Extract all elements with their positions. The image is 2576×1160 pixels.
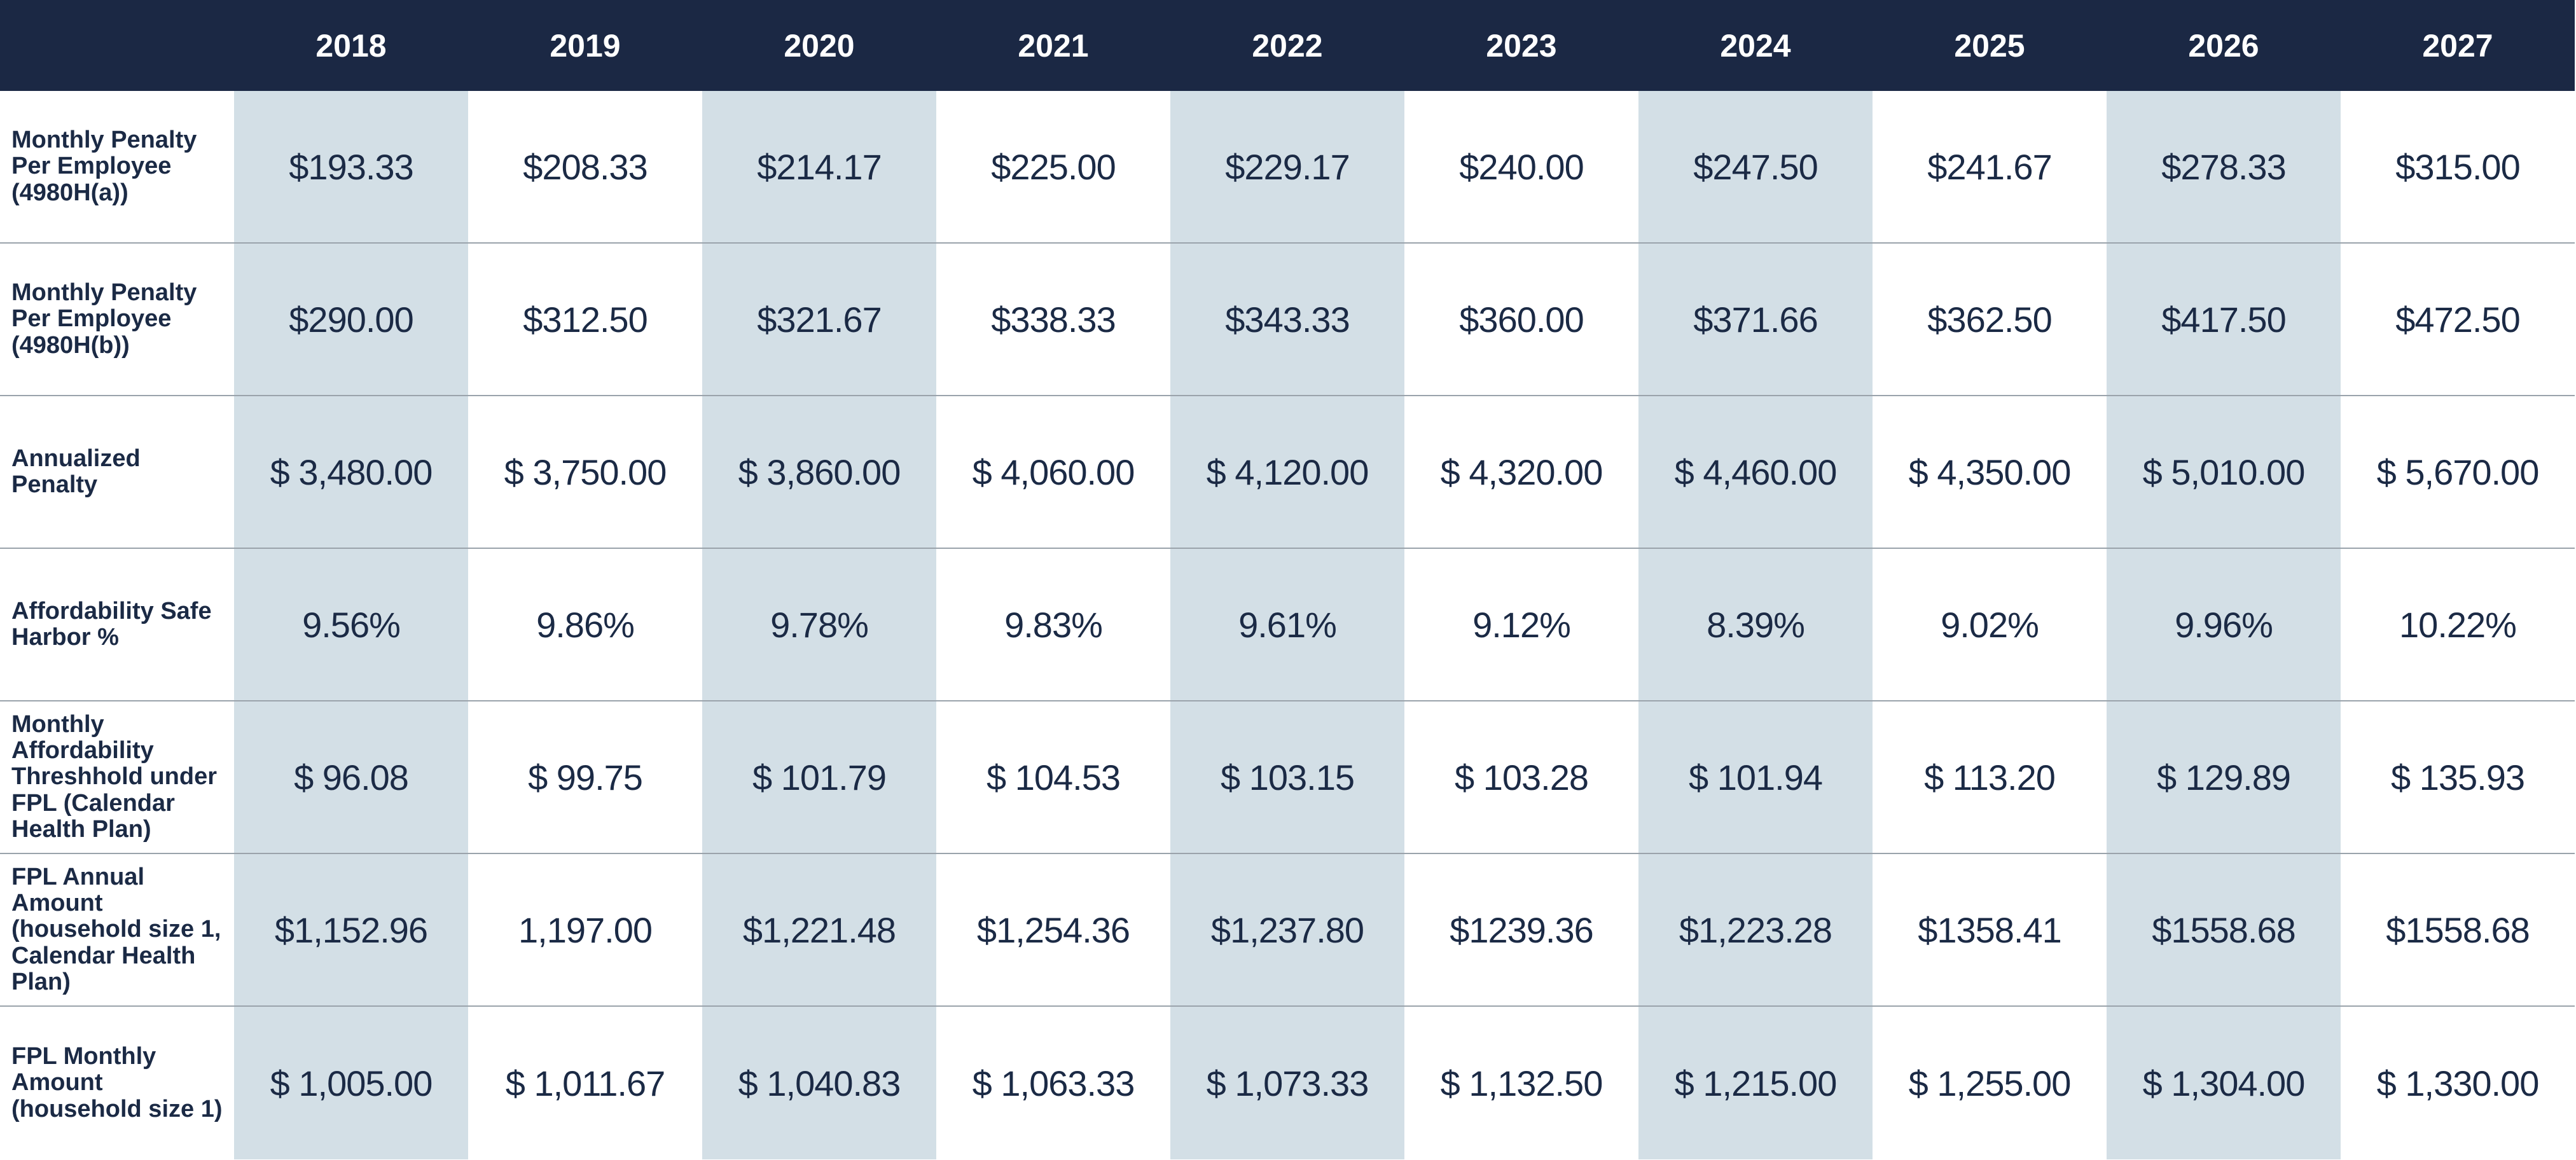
table-cell: $208.33 — [468, 91, 702, 244]
row-label: Monthly Penalty Per Employee (4980H(b)) — [0, 244, 234, 396]
table-cell: 1,197.00 — [468, 854, 702, 1007]
table-cell: $ 3,860.00 — [702, 396, 936, 549]
table-cell: $315.00 — [2341, 91, 2575, 244]
table-cell: $ 4,320.00 — [1404, 396, 1638, 549]
table-cell: $290.00 — [234, 244, 468, 396]
row-label: Monthly Penalty Per Employee (4980H(a)) — [0, 91, 234, 244]
row-label: Affordability Safe Harbor % — [0, 549, 234, 701]
table-cell: $ 1,073.33 — [1170, 1007, 1404, 1159]
table-cell: $ 135.93 — [2341, 701, 2575, 854]
table-cell: $ 96.08 — [234, 701, 468, 854]
year-header: 2020 — [702, 0, 936, 91]
year-header: 2023 — [1404, 0, 1638, 91]
table-cell: $ 1,255.00 — [1873, 1007, 2107, 1159]
table-cell: $241.67 — [1873, 91, 2107, 244]
table-cell: $ 4,460.00 — [1638, 396, 1873, 549]
table-cell: $ 113.20 — [1873, 701, 2107, 854]
table-cell: $362.50 — [1873, 244, 2107, 396]
table-cell: 9.83% — [936, 549, 1170, 701]
table-cell: 9.56% — [234, 549, 468, 701]
table-cell: $417.50 — [2107, 244, 2341, 396]
table-cell: $1,223.28 — [1638, 854, 1873, 1007]
table-cell: $193.33 — [234, 91, 468, 244]
table-cell: $371.66 — [1638, 244, 1873, 396]
table-cell: $ 4,060.00 — [936, 396, 1170, 549]
table-cell: $ 103.28 — [1404, 701, 1638, 854]
table-cell: $1558.68 — [2107, 854, 2341, 1007]
table-cell: $338.33 — [936, 244, 1170, 396]
table-cell: $229.17 — [1170, 91, 1404, 244]
table-cell: $ 101.94 — [1638, 701, 1873, 854]
table-cell: $240.00 — [1404, 91, 1638, 244]
table-cell: $ 1,330.00 — [2341, 1007, 2575, 1159]
table-cell: $ 101.79 — [702, 701, 936, 854]
table-cell: $360.00 — [1404, 244, 1638, 396]
table-cell: $472.50 — [2341, 244, 2575, 396]
table-cell: 9.78% — [702, 549, 936, 701]
table-cell: $321.67 — [702, 244, 936, 396]
table-cell: $ 1,132.50 — [1404, 1007, 1638, 1159]
table-cell: 10.22% — [2341, 549, 2575, 701]
table-cell: $214.17 — [702, 91, 936, 244]
table-cell: $312.50 — [468, 244, 702, 396]
table-cell: $1,221.48 — [702, 854, 936, 1007]
table-cell: $1358.41 — [1873, 854, 2107, 1007]
table-cell: $ 5,010.00 — [2107, 396, 2341, 549]
table-cell: $343.33 — [1170, 244, 1404, 396]
table-cell: $ 1,040.83 — [702, 1007, 936, 1159]
table-cell: 8.39% — [1638, 549, 1873, 701]
row-label: Monthly Affordability Threshhold under F… — [0, 701, 234, 854]
table-cell: $225.00 — [936, 91, 1170, 244]
table-cell: $ 4,120.00 — [1170, 396, 1404, 549]
table-cell: $ 5,670.00 — [2341, 396, 2575, 549]
year-header: 2022 — [1170, 0, 1404, 91]
table-cell: $ 1,011.67 — [468, 1007, 702, 1159]
table-cell: $278.33 — [2107, 91, 2341, 244]
table-cell: $1,152.96 — [234, 854, 468, 1007]
year-header: 2019 — [468, 0, 702, 91]
table-cell: $ 1,304.00 — [2107, 1007, 2341, 1159]
table-cell: 9.86% — [468, 549, 702, 701]
table-cell: $ 99.75 — [468, 701, 702, 854]
table-cell: $ 103.15 — [1170, 701, 1404, 854]
year-header: 2024 — [1638, 0, 1873, 91]
table-cell: $1,237.80 — [1170, 854, 1404, 1007]
year-header: 2018 — [234, 0, 468, 91]
table-cell: $ 1,005.00 — [234, 1007, 468, 1159]
year-header: 2026 — [2107, 0, 2341, 91]
table-cell: $ 3,480.00 — [234, 396, 468, 549]
row-label: FPL Annual Amount (household size 1, Cal… — [0, 854, 234, 1007]
table-cell: $1558.68 — [2341, 854, 2575, 1007]
table-cell: $247.50 — [1638, 91, 1873, 244]
table-cell: $1,254.36 — [936, 854, 1170, 1007]
year-header: 2025 — [1873, 0, 2107, 91]
table-cell: 9.61% — [1170, 549, 1404, 701]
table-cell: $ 104.53 — [936, 701, 1170, 854]
table-cell: 9.96% — [2107, 549, 2341, 701]
table-cell: $ 129.89 — [2107, 701, 2341, 854]
table-cell: 9.02% — [1873, 549, 2107, 701]
table-cell: $ 4,350.00 — [1873, 396, 2107, 549]
table-cell: $ 1,215.00 — [1638, 1007, 1873, 1159]
row-label: FPL Monthly Amount (household size 1) — [0, 1007, 234, 1159]
table-cell: $1239.36 — [1404, 854, 1638, 1007]
table-cell: 9.12% — [1404, 549, 1638, 701]
year-header: 2027 — [2341, 0, 2575, 91]
row-label: Annualized Penalty — [0, 396, 234, 549]
table-cell: $ 1,063.33 — [936, 1007, 1170, 1159]
table-cell: $ 3,750.00 — [468, 396, 702, 549]
year-header: 2021 — [936, 0, 1170, 91]
header-corner — [0, 0, 234, 91]
